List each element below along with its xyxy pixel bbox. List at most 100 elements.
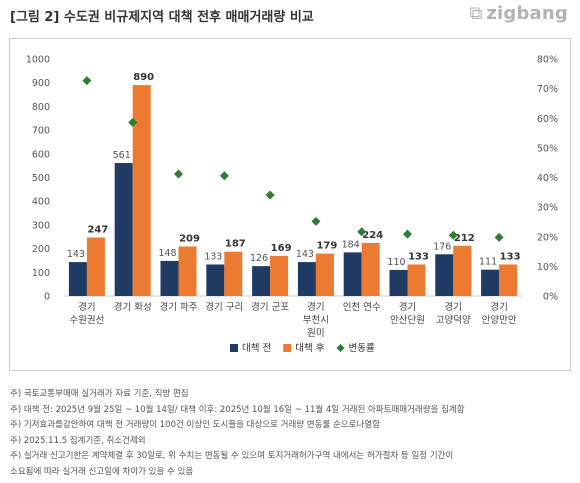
y-tick-label: 0	[44, 292, 50, 303]
chart-frame: 0 100 200 300 400 500 600 700 800 900 1000 0% 10% 20%…	[9, 38, 571, 371]
x-tick-label: 경기 화성	[114, 301, 152, 313]
data-label-after: 224	[362, 230, 383, 241]
bar-after	[270, 255, 289, 296]
footnote: 소요됨에 따라 실거래 신고일에 차이가 있을 수 있음	[10, 466, 194, 477]
data-label-before: 111	[479, 257, 497, 268]
footnotes: 주) 국토교통부매매 실거래가 자료 기준, 직방 편집 주) 대책 전: 20…	[10, 387, 575, 480]
x-tick-label: 경기 구리	[205, 301, 243, 313]
bar-chart: 0 100 200 300 400 500 600 700 800 900 1000 0% 10% 20%…	[26, 55, 558, 355]
change-rate-marker	[448, 230, 458, 240]
change-rate-marker	[219, 171, 229, 181]
y-tick-label: 200	[32, 244, 50, 255]
data-label-before: 184	[342, 239, 360, 250]
change-rate-marker	[494, 232, 504, 242]
data-label-before: 561	[113, 150, 131, 161]
x-tick-label: 경기	[490, 301, 507, 313]
bar-after	[499, 264, 518, 296]
y2-tick-label: 10%	[537, 262, 558, 273]
x-tick-label: 원미	[307, 328, 324, 339]
data-label-before: 133	[204, 251, 222, 262]
data-label-after: 212	[454, 233, 475, 244]
data-label-after: 209	[179, 233, 200, 244]
y2-tick-label: 60%	[537, 114, 558, 125]
chart-title: [그림 2] 수도권 비규제지역 대책 전후 매매거래량 비교	[10, 10, 314, 25]
data-label-after: 179	[316, 241, 337, 252]
data-label-before: 110	[387, 257, 405, 268]
y-tick-label: 600	[32, 149, 50, 160]
y-tick-label: 700	[32, 126, 50, 137]
y-tick-label: 900	[32, 78, 50, 89]
data-label-before: 126	[250, 253, 268, 264]
y-tick-label: 300	[32, 220, 50, 231]
y2-tick-label: 20%	[537, 232, 558, 243]
bar-after	[132, 85, 151, 296]
bar-before	[297, 262, 316, 296]
change-rate-marker	[403, 229, 412, 239]
bar-before	[206, 264, 225, 296]
x-tick-label: 안양만안	[482, 315, 517, 326]
y-tick-label: 500	[32, 173, 50, 184]
legend-label: 변동률	[349, 343, 375, 354]
data-label-after: 890	[133, 72, 154, 83]
zigbang-logo-text: zigbang	[486, 3, 568, 24]
data-label-before: 143	[296, 249, 314, 260]
bar-after	[86, 237, 105, 296]
data-label-after: 247	[87, 224, 108, 235]
legend-swatch	[336, 344, 345, 352]
x-tick-label: 인천 연수	[343, 302, 381, 313]
bar-before	[389, 269, 408, 296]
bar-after	[178, 246, 197, 296]
data-label-after: 187	[225, 239, 246, 250]
bar-before	[68, 262, 87, 296]
bar-before	[343, 252, 362, 296]
x-tick-label: 경기	[399, 301, 416, 313]
data-label-after: 133	[408, 251, 429, 262]
bar-after	[361, 242, 380, 296]
y2-tick-label: 80%	[537, 55, 558, 66]
y2-tick-label: 30%	[537, 203, 558, 214]
legend-swatch	[230, 344, 238, 352]
y2-tick-label: 40%	[537, 173, 558, 184]
data-label-after: 133	[500, 251, 521, 262]
zigbang-logo-icon: ⧉	[469, 2, 483, 24]
x-tick-label: 경기	[445, 301, 462, 313]
y-tick-label: 100	[32, 268, 50, 279]
bar-before	[114, 163, 133, 296]
y2-tick-label: 70%	[537, 84, 558, 95]
footnote: 주) 국토교통부매매 실거래가 자료 기준, 직방 편집	[10, 389, 189, 399]
bar-before	[481, 269, 500, 296]
y-tick-label: 1000	[26, 55, 50, 66]
y-tick-label: 800	[32, 102, 50, 113]
y2-tick-label: 0%	[543, 292, 558, 303]
bar-before	[435, 254, 454, 296]
y2-tick-label: 50%	[537, 143, 558, 154]
x-tick-label: 안산단원	[390, 315, 425, 326]
x-tick-label: 부천시	[303, 315, 329, 326]
x-tick-label: 경기 파주	[160, 301, 198, 313]
x-tick-label: 경기	[307, 301, 324, 313]
x-tick-label: 고양덕양	[436, 315, 471, 326]
y-tick-label: 400	[32, 197, 50, 208]
bar-after	[315, 253, 334, 296]
bar-before	[252, 266, 271, 296]
data-label-before: 148	[158, 248, 176, 259]
footnote: 주) 대책 전: 2025년 9월 25일 ~ 10월 14일/ 대책 이후: …	[10, 404, 465, 415]
legend-label: 대책 전	[242, 343, 271, 354]
bar-after	[407, 264, 426, 296]
data-label-before: 176	[433, 241, 451, 252]
x-tick-label: 경기	[78, 301, 95, 313]
bar-after	[453, 245, 472, 296]
data-label-after: 169	[271, 243, 292, 254]
bar-before	[160, 260, 179, 296]
legend-label: 대책 후	[295, 343, 324, 354]
change-rate-marker	[357, 227, 367, 237]
bar-after	[224, 251, 243, 296]
x-tick-label: 경기 군포	[251, 301, 289, 313]
change-rate-marker	[265, 190, 275, 200]
footnote: 주) 기저효과를감안하여 대책 전 거래량이 100건 이상인 도시들을 대상으…	[10, 420, 380, 430]
change-rate-marker	[82, 76, 92, 86]
change-rate-marker	[128, 117, 138, 127]
data-label-before: 143	[67, 249, 85, 260]
zigbang-logo: ⧉ zigbang	[469, 3, 568, 24]
legend-swatch	[283, 344, 292, 352]
